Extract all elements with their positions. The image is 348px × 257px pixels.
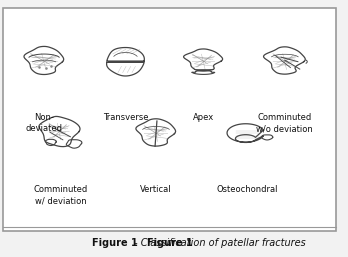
Text: Figure 1: Figure 1 — [92, 238, 137, 248]
Polygon shape — [107, 48, 144, 61]
Text: Comminuted
w/o deviation: Comminuted w/o deviation — [256, 113, 313, 133]
Polygon shape — [306, 60, 307, 63]
Polygon shape — [45, 139, 56, 145]
Polygon shape — [136, 119, 176, 146]
Polygon shape — [263, 47, 305, 74]
Polygon shape — [227, 124, 263, 142]
Text: - Classification of patellar fractures: - Classification of patellar fractures — [130, 238, 305, 248]
Text: Comminuted
w/ deviation: Comminuted w/ deviation — [34, 185, 88, 205]
Polygon shape — [39, 116, 80, 147]
Text: Osteochondral: Osteochondral — [217, 185, 278, 194]
Polygon shape — [262, 135, 273, 140]
Text: Non-
deviated: Non- deviated — [26, 113, 63, 133]
Polygon shape — [106, 62, 144, 76]
Text: Transverse: Transverse — [103, 113, 148, 122]
Polygon shape — [24, 47, 64, 75]
Polygon shape — [66, 140, 82, 148]
Text: Apex: Apex — [193, 113, 214, 122]
Text: Figure 1: Figure 1 — [147, 238, 192, 248]
FancyBboxPatch shape — [3, 8, 336, 231]
Polygon shape — [192, 70, 215, 74]
Polygon shape — [183, 49, 223, 71]
Text: Vertical: Vertical — [140, 185, 172, 194]
